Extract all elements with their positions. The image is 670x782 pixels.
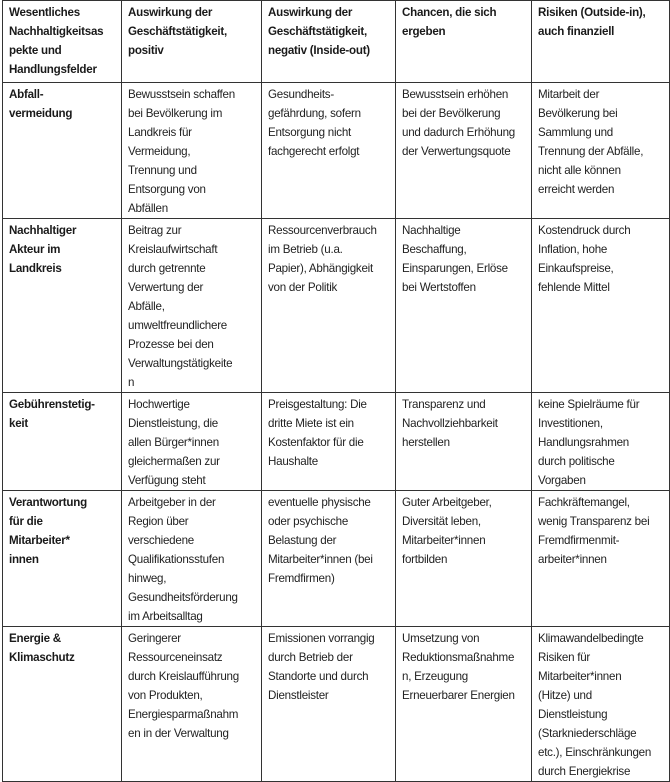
header-positive-impact: Auswirkung der Geschäftstätigkeit, posit… bbox=[121, 0, 262, 83]
cell-risks: Fachkräftemangel, wenig Transparenz bei … bbox=[531, 490, 670, 627]
cell-negative: Ressourcenverbrauch im Betrieb (u.a. Pap… bbox=[261, 218, 396, 393]
cell-positive: Arbeitgeber in der Region über verschied… bbox=[121, 490, 262, 627]
header-row: Wesentliches Nachhaltigkeitsas pekte und… bbox=[2, 0, 670, 83]
cell-risks: Kostendruck durch Inflation, hohe Einkau… bbox=[531, 218, 670, 393]
table-row: Gebührenstetig- keit Hochwertige Dienstl… bbox=[2, 392, 670, 491]
header-topic: Wesentliches Nachhaltigkeitsas pekte und… bbox=[2, 0, 122, 83]
cell-opportunities: Umsetzung von Reduktionsmaßnahme n, Erze… bbox=[395, 626, 532, 782]
cell-negative: Emissionen vorrangig durch Betrieb der S… bbox=[261, 626, 396, 782]
cell-positive: Bewusstsein schaffen bei Bevölkerung im … bbox=[121, 82, 262, 219]
row-topic: Gebührenstetig- keit bbox=[2, 392, 122, 491]
header-negative-impact: Auswirkung der Geschäftstätigkeit, negat… bbox=[261, 0, 396, 83]
cell-opportunities: Guter Arbeitgeber, Diversität leben, Mit… bbox=[395, 490, 532, 627]
row-topic: Abfall- vermeidung bbox=[2, 82, 122, 219]
cell-risks: keine Spielräume für Investitionen, Hand… bbox=[531, 392, 670, 491]
cell-opportunities: Nachhaltige Beschaffung, Einsparungen, E… bbox=[395, 218, 532, 393]
row-topic: Nachhaltiger Akteur im Landkreis bbox=[2, 218, 122, 393]
header-opportunities: Chancen, die sich ergeben bbox=[395, 0, 532, 83]
header-risks: Risiken (Outside-in), auch finanziell bbox=[531, 0, 670, 83]
table-row: Energie & Klimaschutz Geringerer Ressour… bbox=[2, 626, 670, 782]
cell-risks: Mitarbeit der Bevölkerung bei Sammlung u… bbox=[531, 82, 670, 219]
cell-opportunities: Transparenz und Nachvollziehbarkeit hers… bbox=[395, 392, 532, 491]
table-row: Nachhaltiger Akteur im Landkreis Beitrag… bbox=[2, 218, 670, 393]
cell-risks: Klimawandelbedingte Risiken für Mitarbei… bbox=[531, 626, 670, 782]
row-topic: Verantwortung für die Mitarbeiter* innen bbox=[2, 490, 122, 627]
table-row: Verantwortung für die Mitarbeiter* innen… bbox=[2, 490, 670, 627]
cell-opportunities: Bewusstsein erhöhen bei der Bevölkerung … bbox=[395, 82, 532, 219]
row-topic: Energie & Klimaschutz bbox=[2, 626, 122, 782]
cell-positive: Geringerer Ressourceneinsatz durch Kreis… bbox=[121, 626, 262, 782]
cell-negative: Gesundheits- gefährdung, sofern Entsorgu… bbox=[261, 82, 396, 219]
cell-positive: Beitrag zur Kreislaufwirtschaft durch ge… bbox=[121, 218, 262, 393]
cell-positive: Hochwertige Dienstleistung, die allen Bü… bbox=[121, 392, 262, 491]
table-row: Abfall- vermeidung Bewusstsein schaffen … bbox=[2, 82, 670, 219]
cell-negative: Preisgestaltung: Die dritte Miete ist ei… bbox=[261, 392, 396, 491]
cell-negative: eventuelle physische oder psychische Bel… bbox=[261, 490, 396, 627]
